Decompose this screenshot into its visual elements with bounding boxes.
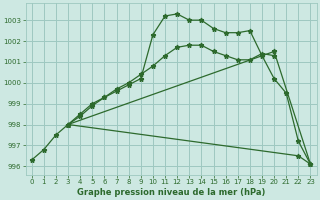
X-axis label: Graphe pression niveau de la mer (hPa): Graphe pression niveau de la mer (hPa) bbox=[77, 188, 265, 197]
